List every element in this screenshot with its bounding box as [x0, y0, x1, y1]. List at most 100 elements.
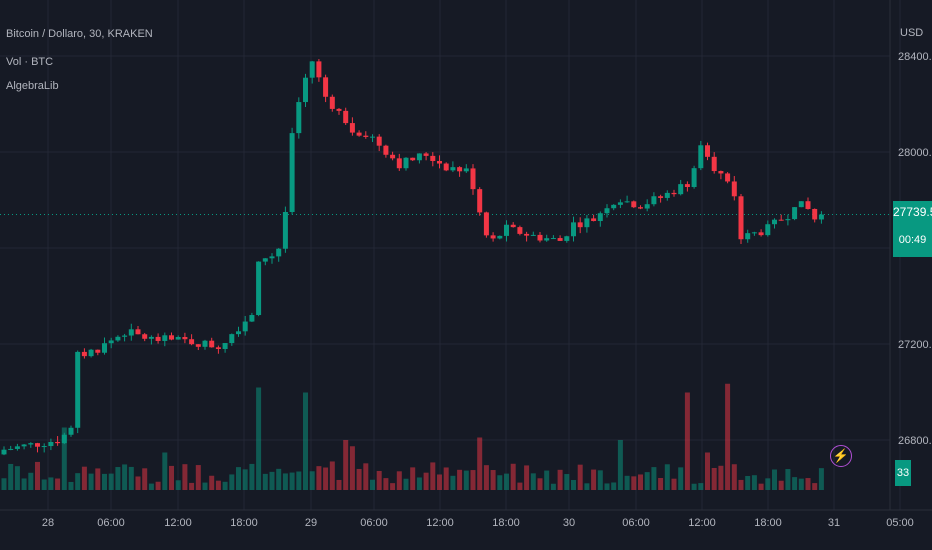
candle-body — [504, 224, 509, 236]
volume-bar — [61, 427, 67, 490]
candle-body — [195, 344, 201, 347]
volume-bar — [403, 478, 409, 490]
volume-bar — [497, 475, 503, 490]
volume-bar — [155, 481, 161, 490]
candle-body — [457, 167, 463, 172]
volume-bar — [571, 479, 576, 490]
candle-body — [597, 213, 603, 222]
volume-bar — [443, 467, 449, 490]
volume-bar — [356, 468, 362, 490]
candle-body — [725, 173, 731, 182]
candle-body — [182, 336, 188, 340]
candle-body — [544, 238, 550, 241]
volume-bar — [242, 469, 248, 490]
volume-bar — [671, 478, 677, 490]
candle-body — [718, 171, 724, 174]
volume-bar — [785, 469, 791, 490]
candle-body — [564, 236, 570, 241]
time-tick-label: 06:00 — [360, 517, 388, 529]
candle-body — [671, 192, 677, 195]
candle-body — [135, 329, 141, 335]
candle-body — [678, 184, 684, 195]
volume-bar — [705, 452, 710, 490]
volume-bar — [504, 473, 509, 490]
candle-body — [490, 235, 496, 239]
volume-bar — [276, 468, 282, 490]
volume-bar — [8, 463, 14, 490]
candle-body — [323, 77, 329, 97]
candle-body — [664, 192, 670, 198]
volume-bar — [249, 463, 255, 490]
volume-bar — [182, 464, 188, 490]
candle-body — [577, 222, 583, 228]
candle-body — [591, 218, 597, 222]
candle-body — [691, 168, 697, 188]
volume-bar — [577, 464, 583, 490]
volume-bar — [396, 471, 402, 490]
candle-body — [537, 234, 543, 241]
candle-body — [122, 335, 128, 337]
time-tick-label: 18:00 — [492, 517, 520, 529]
volume-bar — [115, 467, 121, 490]
time-tick-label: 06:00 — [622, 517, 650, 529]
volume-bar — [550, 483, 556, 490]
candle-body — [189, 339, 195, 345]
candle-body — [349, 123, 355, 133]
candle-body — [805, 201, 811, 209]
candle-body — [376, 136, 382, 146]
volume-bar — [457, 469, 463, 490]
volume-bar — [289, 472, 295, 490]
time-tick-label: 12:00 — [688, 517, 716, 529]
candle-body — [28, 443, 34, 445]
current-price-label: 27739.5 — [893, 201, 932, 223]
volume-bar — [490, 470, 496, 490]
lightning-icon[interactable]: ⚡ — [830, 445, 852, 467]
time-tick-label: 12:00 — [426, 517, 454, 529]
candle-body — [75, 351, 81, 428]
price-tick-label: 27200.0 — [898, 339, 932, 351]
volume-bar — [758, 483, 764, 490]
candle-body — [524, 233, 530, 236]
volume-bar — [222, 481, 228, 490]
candle-body — [738, 196, 744, 240]
candle-body — [162, 335, 168, 341]
time-tick-label: 05:00 — [886, 517, 914, 529]
candle-body — [115, 336, 121, 341]
volume-bar — [450, 475, 456, 490]
volume-bar — [108, 473, 114, 490]
volume-bar — [517, 482, 523, 490]
candle-body — [363, 135, 369, 137]
volume-value-badge: 33 — [895, 460, 911, 486]
candle-body — [222, 343, 228, 349]
candle-body — [383, 145, 389, 155]
candle-body — [209, 340, 215, 348]
candle-body — [1, 449, 7, 455]
symbol-title[interactable]: Bitcoin / Dollaro, 30, KRAKEN — [6, 28, 153, 40]
indicator-legend[interactable]: AlgebraLib — [6, 80, 59, 92]
volume-bar — [477, 437, 483, 490]
volume-bar — [262, 473, 268, 490]
candle-body — [142, 334, 148, 339]
volume-bar — [209, 475, 215, 490]
volume-bar — [21, 478, 27, 490]
candle-body — [175, 336, 181, 340]
candle-body — [437, 160, 442, 164]
volume-bar — [383, 478, 389, 490]
volume-bar — [818, 468, 824, 490]
volume-bar — [725, 383, 731, 490]
time-tick-label: 31 — [828, 517, 840, 529]
time-tick-label: 18:00 — [230, 517, 258, 529]
volume-bar — [303, 392, 308, 490]
candle-body — [202, 340, 208, 347]
volume-bar — [135, 476, 141, 490]
volume-legend[interactable]: Vol · BTC — [6, 56, 54, 68]
candle-body — [155, 336, 161, 341]
volume-bar — [81, 466, 87, 490]
candle-body — [658, 196, 664, 198]
volume-bar — [711, 467, 717, 490]
volume-bar — [805, 478, 811, 490]
candle-body — [785, 219, 791, 221]
volume-bar — [772, 469, 777, 490]
volume-bar — [651, 467, 657, 490]
